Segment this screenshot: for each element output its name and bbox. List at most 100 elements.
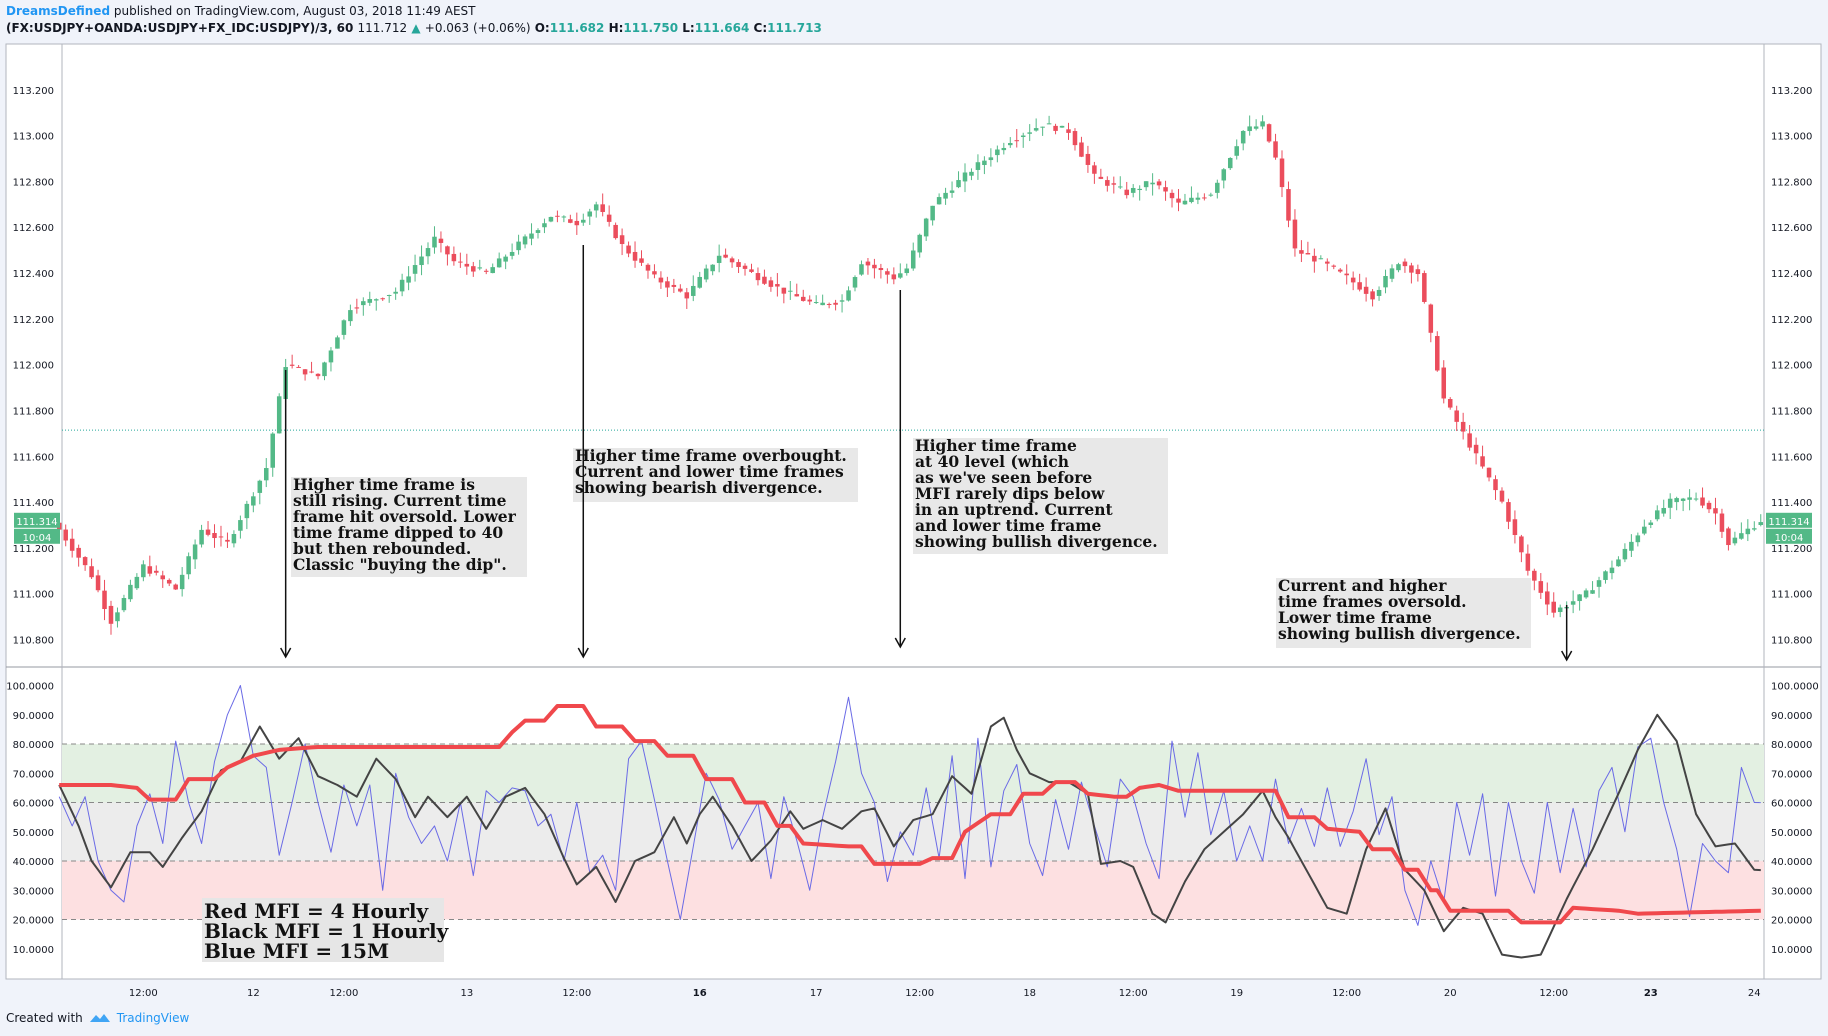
annotation-line: showing bearish divergence.	[575, 478, 823, 497]
candle-body	[865, 261, 871, 266]
candle-body	[807, 299, 812, 302]
candle-body	[703, 268, 709, 280]
annotation-line: Current and higher	[1278, 576, 1447, 595]
candle-body	[1752, 528, 1757, 530]
candle-body	[192, 544, 198, 560]
candle-body	[69, 538, 75, 551]
tradingview-brand[interactable]: TradingView	[116, 1011, 190, 1025]
annotation-line: at 40 level (which	[915, 452, 1069, 471]
candle-body	[1092, 165, 1097, 174]
candle-body	[742, 265, 748, 269]
candle-body	[1318, 258, 1324, 260]
price-tick-right: 113.200	[1771, 86, 1812, 97]
candle-body	[89, 566, 94, 578]
candle-body	[1648, 522, 1654, 525]
candle-body	[1629, 541, 1634, 551]
candle-body	[108, 605, 114, 624]
candle-body	[1072, 131, 1078, 146]
annotation-box	[291, 477, 527, 577]
candle-body	[1085, 153, 1091, 165]
author-name[interactable]: DreamsDefined	[6, 4, 111, 18]
mfi-tick-left: 20.0000	[13, 916, 54, 927]
candle-body	[898, 273, 903, 278]
candle-body	[645, 264, 651, 271]
candle-body	[1331, 265, 1337, 267]
candle-body	[1150, 182, 1155, 185]
current-price-box-right	[1766, 512, 1812, 528]
mfi-tick-left: 10.0000	[13, 945, 54, 956]
candle-body	[639, 258, 644, 263]
candle-body	[606, 214, 612, 222]
candle-body	[1577, 594, 1582, 602]
candle-body	[238, 520, 243, 531]
candle-body	[82, 557, 88, 566]
candle-body	[962, 172, 968, 182]
annotation-line: time frames oversold.	[1278, 592, 1467, 611]
current-price-label-right: 111.314	[1768, 517, 1809, 528]
candle-body	[63, 529, 68, 541]
annotation-line: Higher time frame overbought.	[575, 446, 847, 465]
candle-body	[496, 258, 502, 268]
candle-body	[1409, 265, 1414, 273]
candle-body	[1473, 444, 1479, 454]
candle-body	[464, 263, 470, 267]
annotation-line: Higher time frame is	[293, 475, 475, 494]
mfi-series-blue	[58, 685, 1761, 926]
candle-body	[212, 533, 217, 539]
candle-body	[872, 264, 877, 269]
candle-body	[613, 224, 618, 239]
candle-body	[1020, 135, 1026, 137]
candle-body	[516, 241, 521, 251]
candle-body	[917, 234, 922, 253]
candle-body	[652, 271, 657, 275]
candle-body	[697, 276, 702, 288]
candle-body	[788, 290, 793, 292]
candle-body	[1221, 169, 1227, 181]
candle-body	[910, 250, 916, 269]
candle-body	[354, 307, 360, 309]
candle-body	[309, 371, 314, 373]
annotation-line: Current and lower time frames	[575, 462, 844, 481]
candle-body	[1460, 421, 1466, 432]
candle-body	[1118, 186, 1123, 188]
candle-body	[296, 366, 301, 368]
candle-body	[399, 279, 405, 292]
candle-body	[432, 236, 437, 248]
price-change: +0.063 (+0.06%)	[424, 21, 531, 35]
candle-body	[276, 396, 282, 434]
candle-body	[1143, 181, 1149, 188]
candle-body	[199, 529, 204, 545]
mfi-band	[62, 802, 1764, 862]
candle-body	[451, 253, 457, 262]
time-tick: 13	[460, 988, 473, 999]
candle-body	[1674, 498, 1679, 503]
last-price: 111.712	[357, 21, 408, 35]
candle-body	[1467, 433, 1472, 448]
candle-body	[166, 579, 172, 584]
candle-body	[1693, 498, 1699, 500]
candle-body	[1234, 146, 1239, 156]
current-price-label-left: 111.314	[16, 517, 57, 528]
mfi-tick-left: 40.0000	[13, 857, 54, 868]
time-tick: 16	[693, 988, 707, 999]
candle-body	[755, 273, 761, 281]
candle-body	[1260, 121, 1265, 127]
candle-body	[1622, 548, 1628, 560]
candle-body	[1350, 277, 1356, 283]
candle-body	[1486, 467, 1492, 478]
time-tick: 19	[1230, 988, 1243, 999]
mfi-tick-right: 30.0000	[1771, 886, 1812, 897]
candle-body	[1059, 125, 1065, 128]
annotation-line: in an uptrend. Current	[915, 500, 1114, 519]
candle-body	[794, 294, 800, 297]
candle-body	[1137, 188, 1142, 191]
price-tick-right: 111.800	[1771, 406, 1812, 417]
candle-body	[186, 556, 191, 575]
candle-body	[471, 266, 476, 272]
candle-body	[833, 302, 838, 305]
price-tick-right: 110.800	[1771, 636, 1812, 647]
candle-body	[1046, 123, 1052, 125]
candle-body	[1169, 192, 1175, 199]
time-tick: 18	[1023, 988, 1036, 999]
